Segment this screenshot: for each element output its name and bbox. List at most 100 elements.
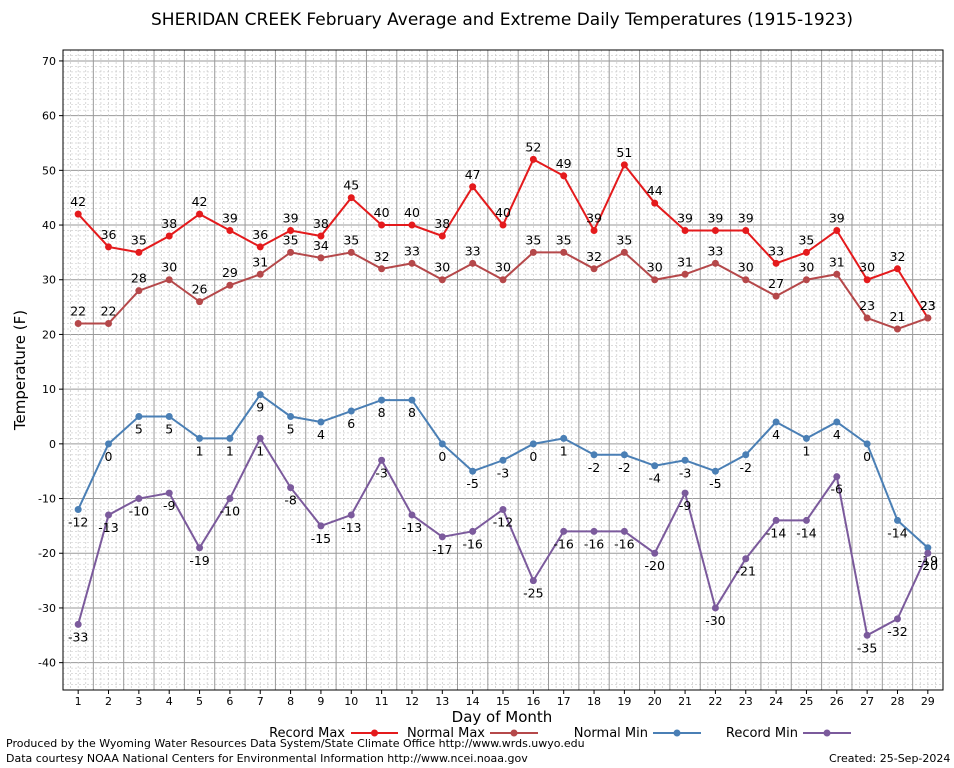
x-tick-label: 24 <box>769 695 783 708</box>
legend: Record Max Normal Max Normal Min Record Min <box>269 726 851 741</box>
data-label: 9 <box>256 400 264 415</box>
y-tick-label: 70 <box>42 55 56 68</box>
data-point <box>74 210 82 218</box>
data-label: 34 <box>313 238 329 253</box>
data-point <box>499 456 507 464</box>
data-label: 32 <box>374 249 390 264</box>
y-tick-label: 20 <box>42 328 56 341</box>
data-label: 35 <box>616 232 632 247</box>
data-point <box>226 281 234 289</box>
data-label: 30 <box>495 260 511 275</box>
x-tick-label: 12 <box>405 695 419 708</box>
x-tick-label: 17 <box>557 695 571 708</box>
x-tick-label: 4 <box>166 695 173 708</box>
data-point <box>711 259 719 267</box>
data-point <box>742 227 750 235</box>
data-label: -9 <box>163 498 176 513</box>
data-label: 35 <box>556 232 572 247</box>
data-label: 42 <box>192 194 208 209</box>
data-label: 30 <box>434 260 450 275</box>
data-label: 39 <box>707 211 723 226</box>
data-label: 35 <box>798 232 814 247</box>
data-label: 21 <box>890 309 906 324</box>
data-label: 0 <box>105 449 113 464</box>
data-label: 49 <box>556 156 572 171</box>
legend-label: Record Min <box>726 726 798 741</box>
data-point <box>135 287 143 295</box>
data-point <box>711 227 719 235</box>
legend-label: Normal Max <box>407 726 485 741</box>
data-label: -19 <box>189 553 209 568</box>
data-point <box>681 489 689 497</box>
legend-marker <box>673 729 681 737</box>
data-label: 40 <box>495 205 511 220</box>
data-point <box>802 434 810 442</box>
data-point <box>165 489 173 497</box>
data-label: -14 <box>796 525 816 540</box>
data-label: 29 <box>222 265 238 280</box>
data-label: 39 <box>222 211 238 226</box>
data-label: 35 <box>525 232 541 247</box>
y-tick-label: 10 <box>42 383 56 396</box>
data-point <box>924 544 932 552</box>
x-tick-label: 22 <box>708 695 722 708</box>
data-point <box>105 511 113 519</box>
data-point <box>347 248 355 256</box>
data-label: -35 <box>857 640 877 655</box>
data-point <box>196 434 204 442</box>
data-label: 30 <box>647 260 663 275</box>
x-tick-label: 1 <box>75 695 82 708</box>
x-axis-ticks: 1 2 3 4 5 6 7 8 9 10 11 12 13 14 15 16 17 18 19 20 21 22 23 24 2… <box>75 690 935 708</box>
data-point <box>317 418 325 426</box>
data-label: 39 <box>283 211 299 226</box>
data-label: 22 <box>101 304 117 319</box>
data-label: -2 <box>588 460 600 475</box>
data-label: 28 <box>131 271 147 286</box>
data-label: -15 <box>311 531 331 546</box>
data-point <box>165 412 173 420</box>
data-point <box>438 440 446 448</box>
data-label: 35 <box>343 232 359 247</box>
data-point <box>74 505 82 513</box>
series-record-min: -33 -13 -10 -9 -19 -10 1 -8 -15 -13 -3 -13 -17 -16 -12… <box>68 434 938 655</box>
x-tick-label: 5 <box>196 695 203 708</box>
data-point <box>317 254 325 262</box>
data-point <box>105 320 113 328</box>
x-tick-label: 28 <box>890 695 904 708</box>
y-axis-ticks: -40 -30 -20 -10 0 10 20 30 40 50 60 70 <box>38 55 63 670</box>
data-point <box>256 434 264 442</box>
data-point <box>256 243 264 251</box>
data-point <box>408 221 416 229</box>
data-point <box>863 631 871 639</box>
data-point <box>863 276 871 284</box>
data-label: 36 <box>101 227 117 242</box>
x-tick-label: 26 <box>830 695 844 708</box>
data-label: -13 <box>402 520 422 535</box>
data-point <box>863 440 871 448</box>
data-point <box>590 527 598 535</box>
x-tick-label: 10 <box>344 695 358 708</box>
data-label: 42 <box>70 194 86 209</box>
data-point <box>742 555 750 563</box>
data-point <box>469 467 477 475</box>
data-label: -17 <box>432 542 452 557</box>
data-point <box>378 265 386 273</box>
data-point <box>317 232 325 240</box>
data-point <box>772 418 780 426</box>
data-label: 38 <box>313 216 329 231</box>
data-label: -2 <box>740 460 752 475</box>
data-point <box>196 298 204 306</box>
data-label: -13 <box>98 520 118 535</box>
data-point <box>469 183 477 191</box>
data-point <box>681 270 689 278</box>
data-label: -16 <box>584 536 604 551</box>
data-label: 44 <box>647 183 663 198</box>
data-point <box>74 320 82 328</box>
data-label: 31 <box>677 254 693 269</box>
data-point <box>226 434 234 442</box>
x-tick-label: 19 <box>617 695 631 708</box>
data-label: 33 <box>707 243 723 258</box>
data-point <box>226 227 234 235</box>
x-tick-label: 23 <box>739 695 753 708</box>
